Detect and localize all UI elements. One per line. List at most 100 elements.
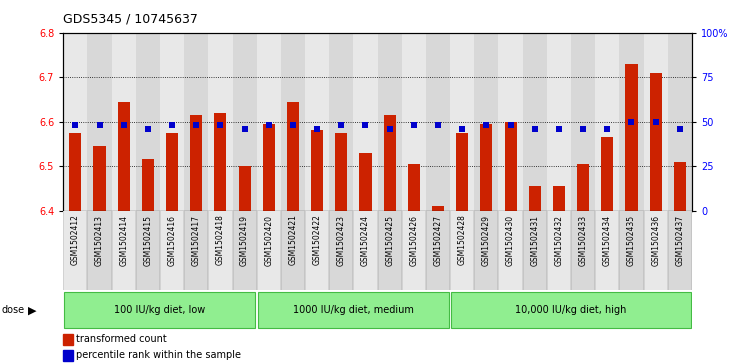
Bar [232, 211, 257, 290]
Point [577, 126, 589, 132]
Bar [523, 33, 547, 211]
Bar [523, 211, 547, 290]
Bar [571, 211, 595, 290]
Point [456, 126, 468, 132]
Text: GSM1502415: GSM1502415 [144, 215, 153, 265]
Point [674, 126, 686, 132]
Bar [504, 122, 516, 211]
Bar [529, 186, 541, 211]
Bar [185, 211, 208, 290]
Bar [553, 186, 565, 211]
Point [504, 122, 516, 128]
Bar [65, 293, 255, 328]
Bar [311, 131, 323, 211]
Text: GSM1502435: GSM1502435 [627, 215, 636, 266]
Text: GSM1502431: GSM1502431 [530, 215, 539, 265]
Bar [69, 133, 81, 211]
Bar [626, 64, 638, 211]
Bar [63, 350, 73, 362]
Bar [160, 211, 185, 290]
Text: GSM1502423: GSM1502423 [337, 215, 346, 265]
Text: dose: dose [1, 305, 25, 315]
Bar [644, 33, 668, 211]
Text: GSM1502421: GSM1502421 [289, 215, 298, 265]
Bar [452, 293, 690, 328]
Text: 100 IU/kg diet, low: 100 IU/kg diet, low [115, 305, 205, 315]
Bar [384, 115, 396, 211]
Text: GSM1502412: GSM1502412 [71, 215, 80, 265]
Bar [408, 164, 420, 211]
Text: GSM1502414: GSM1502414 [119, 215, 128, 265]
Bar [330, 33, 353, 211]
Bar [644, 211, 668, 290]
Bar [498, 33, 522, 211]
Bar [232, 33, 257, 211]
Bar [281, 211, 305, 290]
Text: GSM1502419: GSM1502419 [240, 215, 249, 265]
Bar [214, 113, 226, 211]
Bar [674, 162, 686, 211]
Text: ▶: ▶ [28, 305, 36, 315]
Text: GSM1502432: GSM1502432 [554, 215, 563, 265]
Point [214, 122, 226, 128]
Text: GSM1502422: GSM1502422 [312, 215, 321, 265]
Text: GSM1502418: GSM1502418 [216, 215, 225, 265]
Text: GSM1502428: GSM1502428 [458, 215, 466, 265]
Point [69, 122, 81, 128]
Text: percentile rank within the sample: percentile rank within the sample [77, 351, 241, 360]
Bar [94, 146, 106, 211]
Bar [63, 33, 88, 211]
Bar [305, 33, 330, 211]
Text: GSM1502434: GSM1502434 [603, 215, 612, 266]
Bar [63, 334, 73, 345]
Bar [601, 137, 613, 211]
Bar [668, 33, 692, 211]
Bar [426, 33, 450, 211]
Bar [263, 124, 275, 211]
Bar [112, 211, 136, 290]
Point [432, 122, 444, 128]
Bar [595, 33, 620, 211]
Bar [258, 293, 449, 328]
Text: GSM1502433: GSM1502433 [579, 215, 588, 266]
Bar [402, 33, 426, 211]
Bar [432, 206, 444, 211]
Text: 1000 IU/kg diet, medium: 1000 IU/kg diet, medium [293, 305, 414, 315]
Text: GSM1502416: GSM1502416 [167, 215, 176, 265]
Text: transformed count: transformed count [77, 334, 167, 344]
Bar [287, 102, 299, 211]
Bar [330, 211, 353, 290]
Point [142, 126, 154, 132]
Bar [190, 115, 202, 211]
Bar [402, 211, 426, 290]
Bar [571, 33, 595, 211]
Bar [336, 133, 347, 211]
Bar [650, 73, 661, 211]
Bar [475, 211, 498, 290]
Bar [359, 153, 371, 211]
Bar [88, 33, 112, 211]
Bar [577, 164, 589, 211]
Text: GSM1502436: GSM1502436 [651, 215, 660, 266]
Text: GSM1502425: GSM1502425 [385, 215, 394, 265]
Bar [136, 33, 160, 211]
Point [650, 119, 661, 125]
Bar [498, 211, 522, 290]
Bar [620, 211, 644, 290]
Point [94, 122, 106, 128]
Bar [481, 124, 493, 211]
Point [287, 122, 299, 128]
Bar [208, 211, 232, 290]
Bar [450, 33, 475, 211]
Text: GSM1502429: GSM1502429 [482, 215, 491, 265]
Text: GSM1502426: GSM1502426 [409, 215, 418, 265]
Point [408, 122, 420, 128]
Bar [136, 211, 160, 290]
Bar [547, 33, 571, 211]
Bar [620, 33, 644, 211]
Bar [475, 33, 498, 211]
Text: GSM1502424: GSM1502424 [361, 215, 370, 265]
Text: GSM1502430: GSM1502430 [506, 215, 515, 266]
Bar [257, 33, 281, 211]
Point [336, 122, 347, 128]
